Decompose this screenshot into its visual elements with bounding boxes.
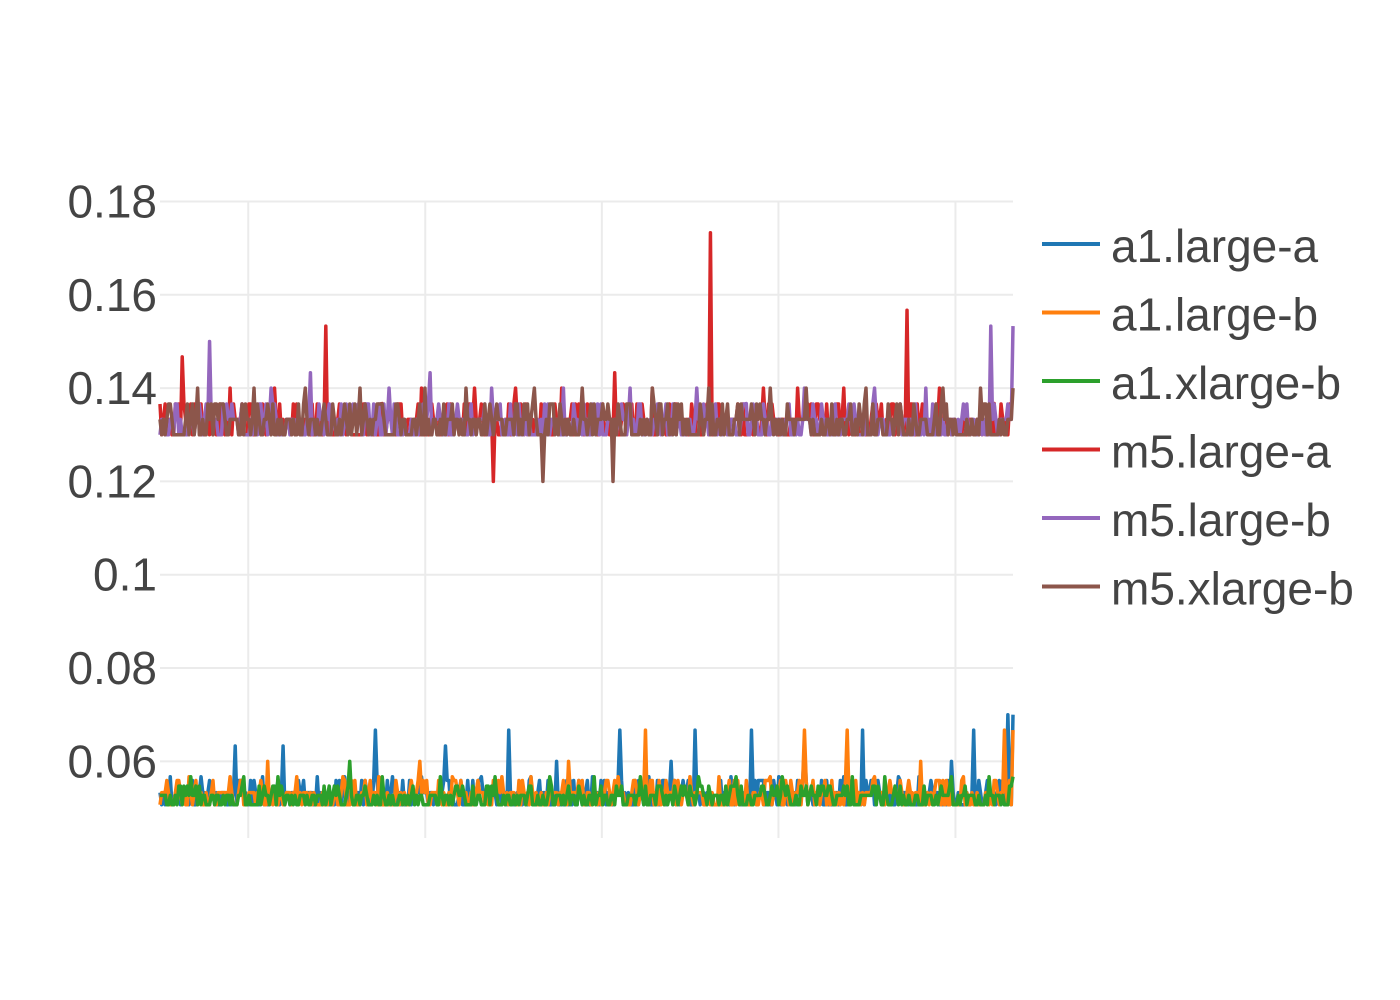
y-tick-label: 0.06 [67,735,157,787]
series-line-m5-large-a [158,231,1014,484]
gridlines [160,200,1013,838]
series-line-m5-xlarge-b [158,386,1015,484]
y-tick-label: 0.16 [67,269,157,321]
legend-label: m5.large-b [1111,494,1331,546]
legend-label: a1.xlarge-b [1111,357,1341,409]
legend: a1.large-a a1.large-b a1.xlarge-b m5.large-… [1042,220,1354,615]
legend-label: m5.xlarge-b [1111,563,1354,615]
series-line-a1-xlarge-b [159,759,1015,807]
y-axis-ticks: 0.06 0.08 0.1 0.12 0.14 0.16 0.18 [67,176,157,788]
y-tick-label: 0.18 [67,176,157,228]
y-tick-label: 0.12 [67,455,157,507]
y-tick-label: 0.08 [67,642,157,694]
legend-label: m5.large-a [1111,426,1331,478]
plot-area [158,231,1015,807]
legend-label: a1.large-b [1111,289,1318,341]
y-tick-label: 0.1 [93,549,157,601]
y-tick-label: 0.14 [67,362,157,414]
legend-label: a1.large-a [1111,220,1319,272]
